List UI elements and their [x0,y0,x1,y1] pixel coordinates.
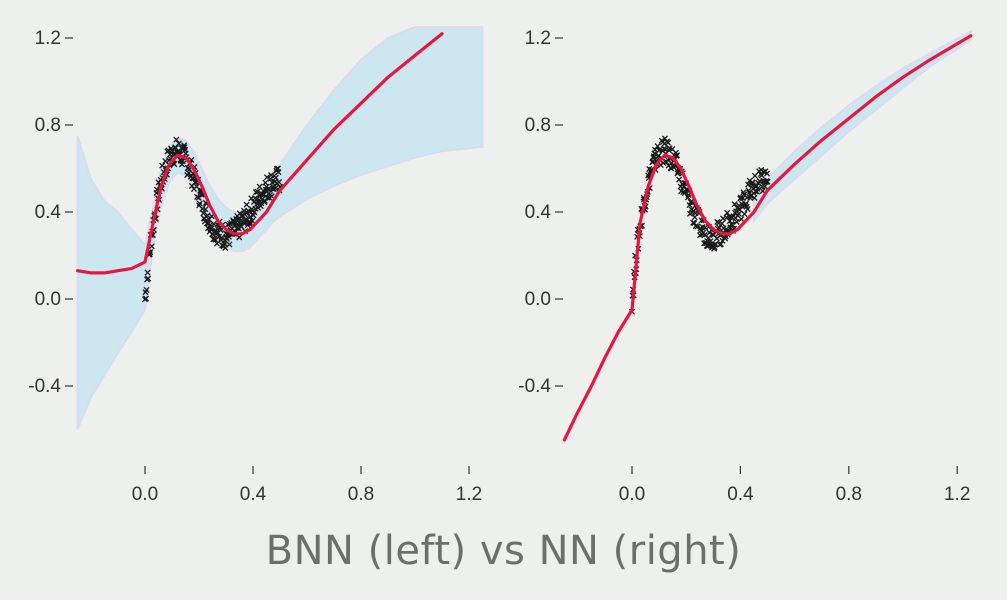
observation-points [628,135,771,315]
y-tick-label: 0.8 [525,115,551,136]
observation-marker [275,179,283,186]
observation-marker [661,135,669,142]
observation-marker [751,194,758,201]
y-tick-label: -0.4 [28,376,61,397]
y-tick-label: 0.4 [525,202,552,223]
observation-marker [145,275,152,282]
observation-marker [718,220,726,227]
observation-marker [202,206,209,213]
observation-marker [761,183,768,190]
observation-marker [213,229,220,236]
bnn-panel: 1.2 0.8 0.4 0.0 -0.4 0.0 0.4 0.8 1.2 [28,26,484,505]
observation-marker [665,139,672,146]
observation-marker [247,213,254,220]
y-tick-label: 0.0 [525,289,551,310]
observation-marker [263,174,271,181]
observation-marker [177,157,185,164]
observation-marker [751,172,759,179]
observation-marker [729,221,736,228]
y-tick-label: 0.0 [35,289,61,310]
observation-marker [243,201,250,208]
figure-caption: BNN (left) vs NN (right) [265,528,742,574]
x-tick-label: 1.2 [456,484,482,505]
observation-marker [272,174,279,181]
observation-marker [159,162,166,169]
observation-marker [217,227,224,234]
observation-marker [733,218,740,225]
mean-prediction-line [562,34,973,442]
observation-marker [272,185,279,192]
observation-marker [142,295,150,302]
observation-marker [143,286,150,293]
observation-marker [744,205,751,213]
observation-marker [676,176,683,183]
observation-marker [275,169,282,176]
observation-marker [200,210,207,217]
observation-marker [249,217,256,224]
observation-marker [196,200,203,207]
y-tick-label: -0.4 [518,376,551,397]
observation-marker [654,143,661,150]
uncertainty-band [76,26,484,430]
observation-marker [172,144,179,151]
y-tick-label: 1.2 [525,28,551,49]
x-tick-label: 0.8 [836,484,862,505]
observation-marker [736,206,743,213]
observation-marker [203,220,211,227]
observation-marker [764,178,771,185]
observation-marker [754,185,761,192]
x-tick-label: 1.2 [944,484,970,505]
y-tick-label: 1.2 [35,28,61,49]
observation-marker [252,189,260,196]
nn-panel: 1.2 0.8 0.4 0.0 -0.4 0.0 0.4 0.8 1.2 [518,28,973,505]
mean-prediction-line [75,32,444,275]
observation-marker [233,225,240,232]
observation-marker [705,234,712,241]
observation-marker [226,241,233,248]
x-tick-label: 0.8 [348,484,374,505]
observation-marker [173,136,180,143]
observation-marker [763,170,771,177]
observation-marker [674,170,681,177]
observation-marker [692,222,699,230]
x-tick-label: 0.0 [619,484,645,505]
y-tick-label: 0.4 [35,202,62,223]
observation-marker [144,269,151,276]
chart-canvas: 1.2 0.8 0.4 0.0 -0.4 0.0 0.4 0.8 1.2 1.2 0.8 0.4 0.… [28,26,973,505]
observation-marker [181,142,188,149]
observation-marker [738,216,745,223]
x-tick-label: 0.0 [132,484,158,505]
observation-marker [673,152,681,159]
observation-marker [236,234,243,241]
y-tick-label: 0.8 [35,115,61,136]
uncertainty-band [753,29,972,224]
observation-marker [717,241,724,248]
x-tick-label: 0.4 [240,484,267,505]
observation-marker [681,189,688,197]
x-tick-label: 0.4 [727,484,754,505]
observation-marker [741,210,748,218]
